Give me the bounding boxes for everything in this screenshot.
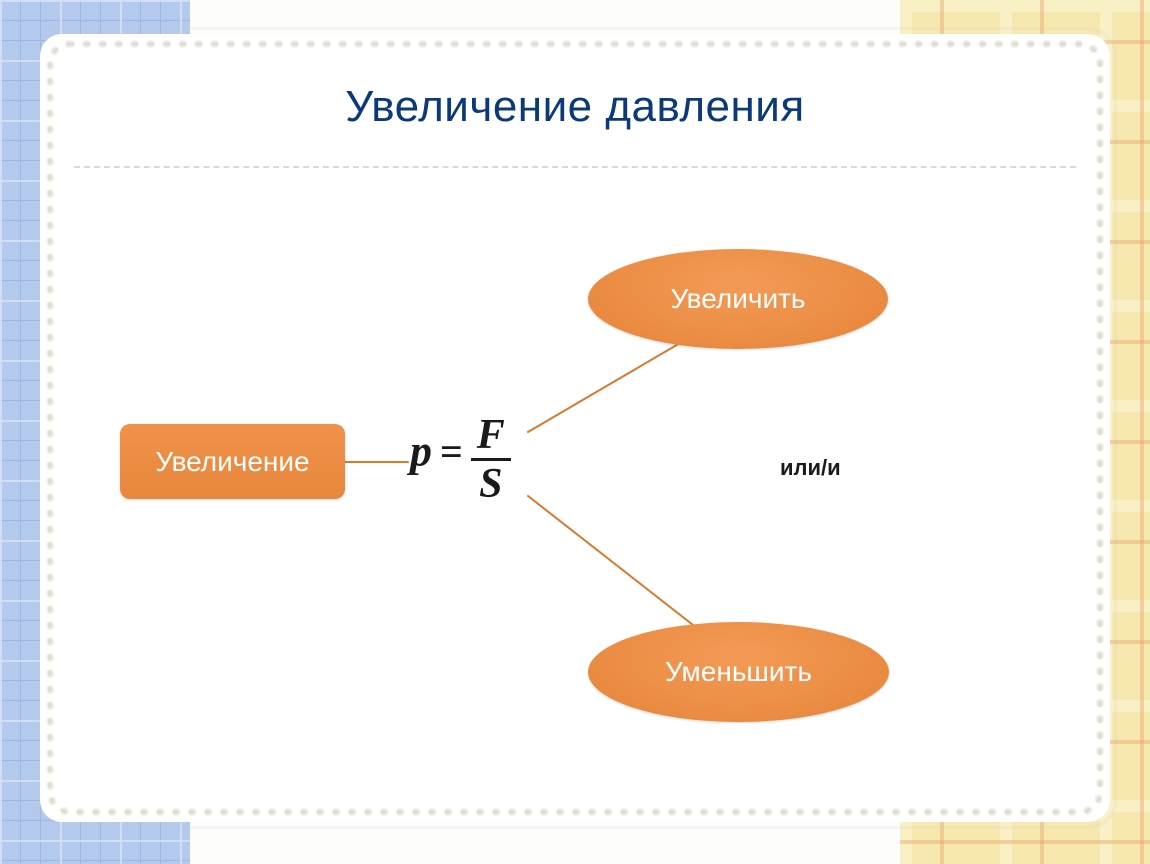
node-text: Увеличение [155, 446, 309, 478]
or-text-label: или/и [780, 455, 841, 480]
diagram: Увеличение Увеличить Уменьшить p=FS или/… [80, 214, 1070, 734]
node-decrease-ellipse: Уменьшить [588, 622, 889, 722]
formula: p=FS [410, 414, 511, 509]
formula-lhs: p [410, 426, 432, 475]
title-divider [74, 166, 1076, 168]
node-increase-ellipse: Увеличить [588, 249, 888, 349]
formula-numerator: F [471, 412, 511, 458]
formula-fraction: FS [471, 412, 511, 507]
slide-card: Увеличение давления Увеличение Увеличить… [40, 34, 1110, 822]
node-text: Увеличить [670, 283, 805, 315]
formula-eq: = [440, 429, 463, 474]
slide-title: Увеличение давления [40, 82, 1110, 132]
or-text: или/и [780, 455, 841, 481]
node-increase-label: Увеличение [120, 424, 345, 499]
node-text: Уменьшить [665, 656, 812, 688]
formula-denominator: S [473, 461, 508, 507]
